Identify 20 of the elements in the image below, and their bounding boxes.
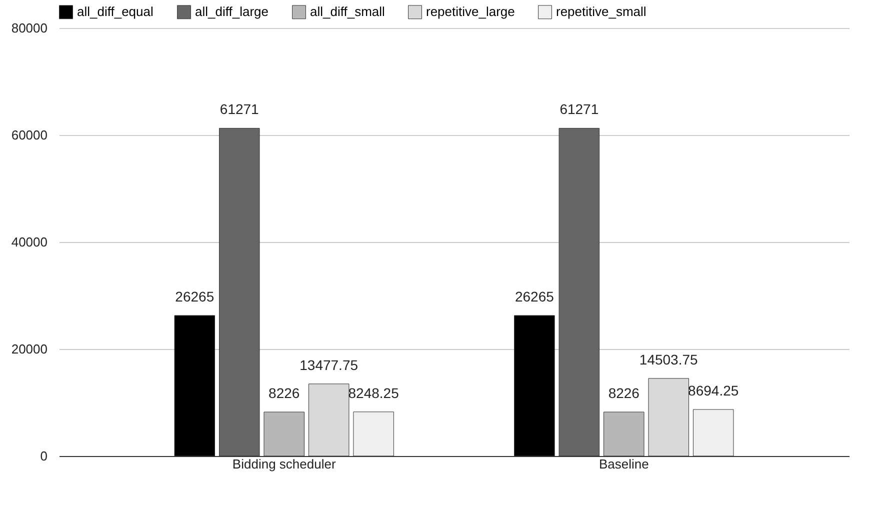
data-label: 14503.75: [639, 351, 698, 368]
y-tick-label: 80000: [11, 20, 48, 36]
y-tick-label: 20000: [11, 342, 48, 356]
legend-label: repetitive_large: [426, 4, 515, 20]
data-label: 13477.75: [300, 356, 358, 373]
legend-label: all_diff_equal: [77, 4, 154, 20]
y-tick-label: 40000: [11, 234, 48, 250]
data-label: 8226: [268, 384, 300, 401]
y-tick-label: 60000: [11, 128, 48, 142]
x-tick-label: Bidding scheduler: [232, 456, 336, 472]
data-label: 26265: [175, 288, 214, 304]
data-label: 8226: [608, 384, 640, 401]
x-tick-label: Baseline: [598, 456, 649, 472]
legend-label: repetitive_small: [556, 4, 646, 20]
data-label: 26265: [514, 288, 554, 304]
legend-label: all_diff_large: [195, 4, 268, 20]
y-tick-label: 0: [40, 448, 48, 464]
legend-label: all_diff_small: [310, 4, 386, 20]
data-label: 61271: [220, 101, 260, 118]
data-label: 61271: [560, 101, 599, 118]
